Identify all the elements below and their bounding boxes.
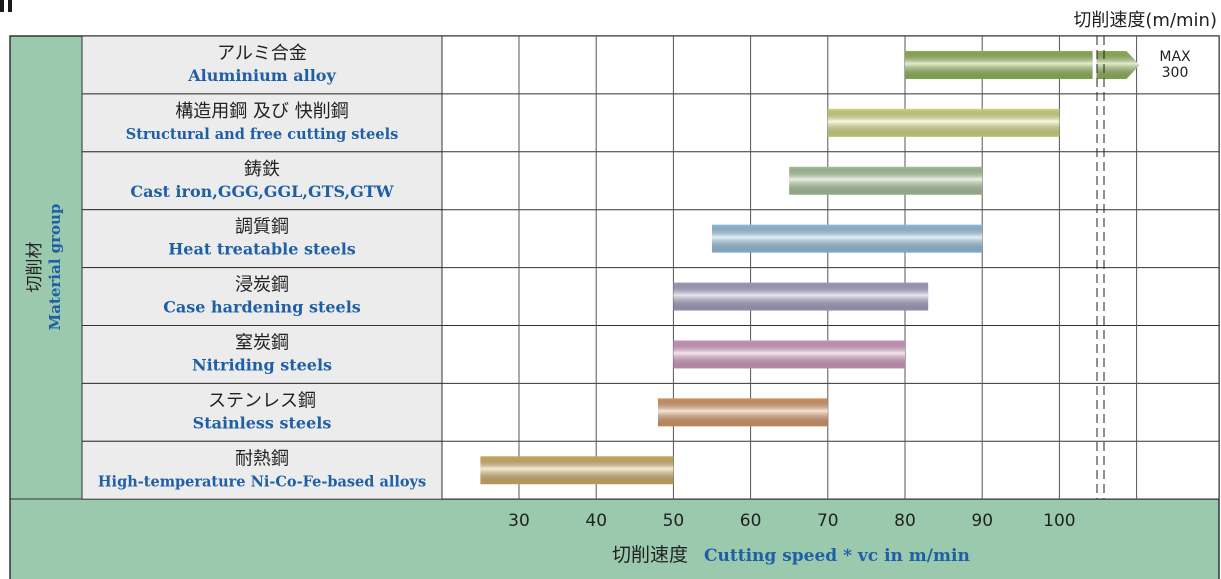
category-label-jp: 浸炭鋼 [235, 275, 289, 296]
x-tick-label: 50 [663, 511, 685, 531]
category-cell [81, 93, 443, 153]
range-bar-shine [480, 456, 674, 485]
x-tick-label: 70 [817, 511, 839, 531]
category-label-en: Nitriding steels [192, 356, 332, 375]
category-label-en: High-temperature Ni-Co-Fe-based alloys [98, 473, 426, 490]
corner-mark [8, 0, 12, 12]
x-tick-labels: 30 40 50 60 70 80 90 100 [508, 511, 1075, 531]
x-tick-label: 30 [508, 511, 530, 531]
range-bar-shine [905, 50, 1093, 79]
category-cell [81, 440, 443, 500]
category-label-en: Structural and free cutting steels [126, 126, 399, 143]
x-tick-label: 100 [1043, 511, 1075, 531]
category-label-jp: 耐熱鋼 [235, 448, 289, 469]
category-label-jp: 窒炭鋼 [235, 333, 289, 354]
x-axis-title-en: Cutting speed * vc in m/min [704, 546, 970, 566]
unit-header: 切削速度(m/min) [1073, 10, 1217, 31]
category-label-jp: 鋳鉄 [244, 159, 280, 180]
range-bar-shine [789, 166, 983, 195]
max-note: MAX [1159, 49, 1191, 65]
category-label-en: Aluminium alloy [187, 66, 336, 85]
category-cell [81, 35, 443, 95]
category-label-en: Heat treatable steels [168, 240, 356, 259]
category-cell [81, 267, 443, 327]
category-label-jp: アルミ合金 [217, 43, 307, 64]
category-label-en: Case hardening steels [163, 298, 361, 317]
category-label-jp: ステンレス鋼 [208, 390, 316, 411]
x-tick-label: 90 [971, 511, 993, 531]
range-bar-shine [712, 224, 983, 253]
category-label-en: Cast iron,GGG,GGL,GTS,GTW [130, 182, 394, 201]
category-label-jp: 調質鋼 [235, 217, 289, 238]
range-bar-shine [673, 282, 929, 311]
corner-mark [0, 0, 4, 12]
side-label-jp: 切削材 [25, 242, 45, 293]
category-cell [81, 325, 443, 384]
x-tick-label: 40 [585, 511, 607, 531]
range-bar-arrow-shine [1096, 50, 1140, 79]
category-rows: アルミ合金 Aluminium alloy 構造用鋼 及び 快削鋼 Structura… [81, 35, 1219, 500]
side-label: 切削材 Material group [25, 204, 64, 331]
category-cell [81, 382, 443, 442]
x-tick-label: 60 [740, 511, 762, 531]
max-note: 300 [1162, 65, 1189, 81]
side-label-en: Material group [46, 204, 64, 331]
category-label-jp: 構造用鋼 及び 快削鋼 [175, 101, 348, 122]
category-cell [81, 209, 443, 269]
range-bar-shine [827, 108, 1060, 137]
category-label-en: Stainless steels [193, 413, 332, 432]
category-cell [81, 151, 443, 211]
range-bar-shine [673, 340, 905, 369]
x-tick-label: 80 [894, 511, 916, 531]
range-bar-shine [657, 398, 828, 427]
x-axis-title-jp: 切削速度 [612, 544, 688, 566]
